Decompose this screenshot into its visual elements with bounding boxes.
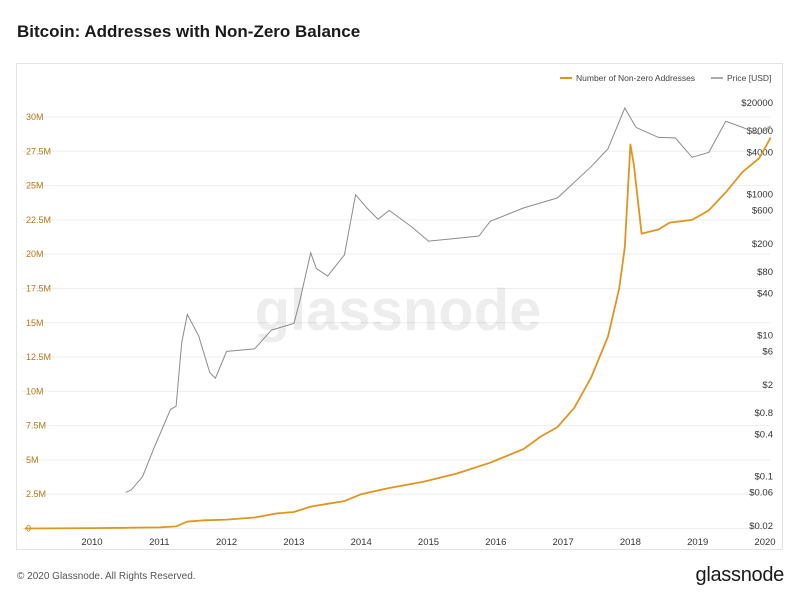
right-tick-label: $200 [752, 239, 773, 250]
right-tick-label: $0.8 [755, 408, 774, 419]
footer-logo: glassnode [695, 564, 785, 586]
chart: glassnode 02.5M5M7.5M10M12.5M15M17.5M20M… [22, 73, 776, 548]
x-tick-label: 2018 [620, 537, 641, 548]
right-tick-label: $0.02 [749, 521, 773, 532]
left-tick-label: 22.5M [26, 215, 51, 225]
right-tick-label: $0.06 [749, 487, 773, 498]
right-tick-label: $0.4 [755, 429, 774, 440]
right-tick-label: $1000 [747, 190, 773, 201]
x-tick-label: 2019 [687, 537, 708, 548]
right-tick-label: $20000 [741, 98, 773, 109]
left-tick-label: 20M [26, 249, 44, 259]
left-axis-ticks: 02.5M5M7.5M10M12.5M15M17.5M20M22.5M25M27… [26, 112, 51, 534]
x-tick-label: 2017 [553, 537, 574, 548]
left-tick-label: 5M [26, 455, 39, 465]
right-tick-label: $8000 [747, 126, 773, 137]
x-tick-label: 2013 [283, 537, 304, 548]
right-tick-label: $40 [757, 288, 773, 299]
legend: Number of Non-zero Addresses Price [USD] [560, 73, 771, 83]
x-axis-ticks: 2010 2011 2012 2013 2014 2015 2016 2017 2018 2019… [81, 537, 775, 548]
right-tick-label: $6 [762, 346, 773, 357]
legend-item-addresses[interactable]: Number of Non-zero Addresses [576, 73, 695, 83]
footer-copyright: © 2020 Glassnode. All Rights Reserved. [17, 571, 196, 582]
page-title: Bitcoin: Addresses with Non-Zero Balance [17, 22, 361, 41]
x-tick-label: 2014 [351, 537, 372, 548]
x-tick-label: 2011 [149, 537, 169, 548]
x-tick-label: 2020 [754, 537, 775, 548]
x-tick-label: 2015 [418, 537, 439, 548]
right-tick-label: $2 [762, 380, 773, 391]
x-tick-label: 2010 [81, 537, 102, 548]
right-tick-label: $0.1 [755, 472, 774, 483]
right-axis-ticks: $0.02 $0.06 $0.1 $0.4 $0.8 $2 $6 $10 $40 $80 $200 $… [741, 98, 773, 532]
left-tick-label: 12.5M [26, 352, 51, 362]
x-tick-label: 2016 [485, 537, 506, 548]
left-tick-label: 25M [26, 181, 44, 191]
right-tick-label: $80 [757, 267, 773, 278]
legend-item-price[interactable]: Price [USD] [727, 73, 771, 83]
x-tick-label: 2012 [216, 537, 237, 548]
series-line-addresses [24, 137, 772, 530]
chart-frame [16, 63, 783, 550]
left-tick-label: 17.5M [26, 283, 51, 293]
left-tick-label: 2.5M [26, 489, 46, 499]
left-tick-label: 30M [26, 112, 44, 122]
right-tick-label: $4000 [747, 147, 773, 158]
left-tick-label: 10M [26, 386, 44, 396]
right-tick-label: $10 [757, 331, 773, 342]
grid [22, 116, 770, 529]
right-tick-label: $600 [752, 205, 773, 216]
series [24, 106, 772, 530]
left-tick-label: 15M [26, 318, 44, 328]
series-line-price [125, 106, 771, 493]
left-tick-label: 7.5M [26, 421, 46, 431]
left-tick-label: 27.5M [26, 146, 51, 156]
